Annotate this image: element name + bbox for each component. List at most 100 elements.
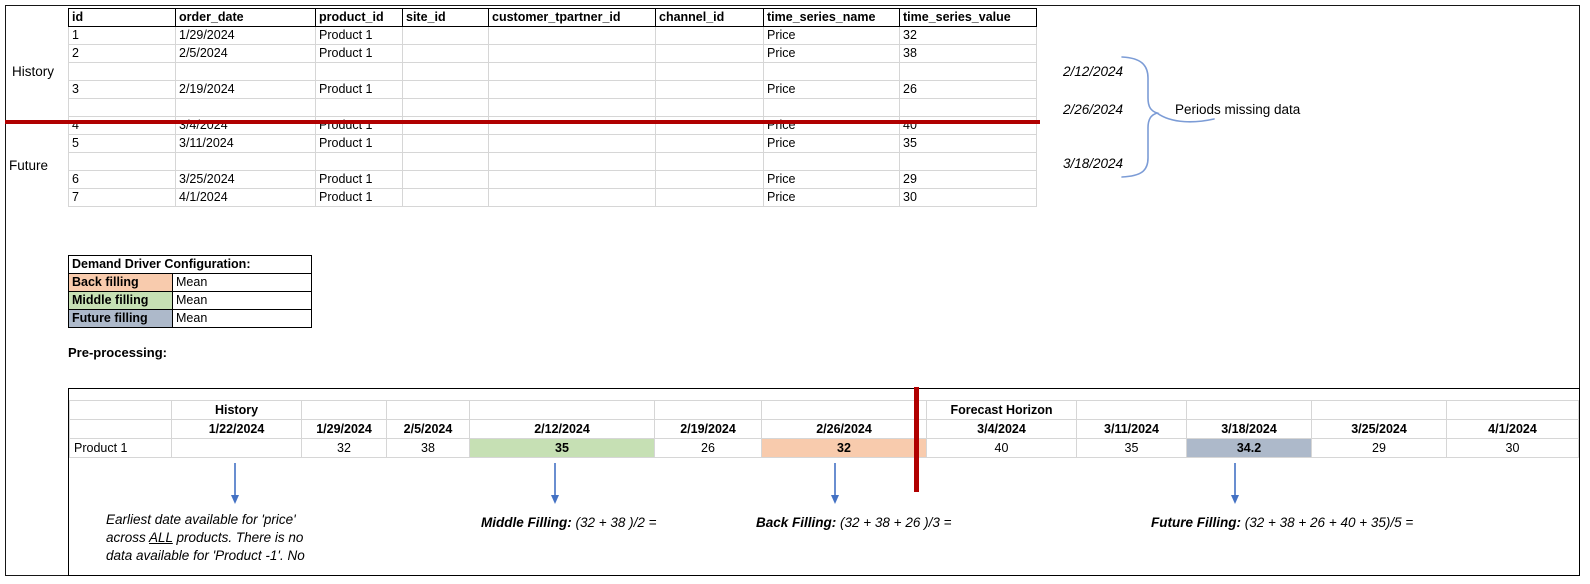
middle-filling-note: Middle Filling: (32 + 38 )/2 =: [481, 515, 657, 530]
config-title-row: Demand Driver Configuration:: [68, 255, 312, 274]
config-row: Middle filling Mean: [68, 291, 312, 310]
grid-value: 38: [386, 438, 470, 458]
grid-spacer-cell: [926, 389, 1077, 401]
raw-data-cell: [68, 98, 176, 117]
raw-data-cell: [655, 44, 764, 63]
raw-data-cell: [899, 62, 1037, 81]
missing-date-3: 3/18/2024: [1063, 156, 1124, 171]
grid-values-row: Product 1 32 38 35 26 32 40 35 34.2 29 30: [69, 438, 1579, 458]
grid-group-header: [1076, 400, 1187, 420]
raw-data-cell: [402, 62, 489, 81]
config-fill-method: Mean: [172, 309, 312, 328]
raw-data-cell: Price: [763, 170, 900, 189]
config-fill-label: Back filling: [68, 273, 173, 292]
raw-data-cell: [175, 62, 316, 81]
raw-data-row: [68, 62, 1037, 81]
grid-value-filled: 34.2: [1186, 438, 1312, 458]
raw-data-cell: [655, 188, 764, 207]
raw-data-cell: Price: [763, 80, 900, 99]
grid-value-filled: 35: [469, 438, 655, 458]
raw-data-row: 5 3/11/2024 Product 1 Price 35: [68, 134, 1037, 153]
column-header: order_date: [175, 8, 316, 27]
raw-data-cell: 26: [899, 80, 1037, 99]
grid-dates-row: 1/22/2024 1/29/2024 2/5/2024 2/12/2024 2/19/…: [69, 419, 1579, 439]
raw-data-cell: 4/1/2024: [175, 188, 316, 207]
raw-data-cell: [488, 26, 656, 45]
preprocessing-grid: History Forecast Horizon 1/22/2024 1/29/202…: [69, 389, 1579, 458]
future-filling-note: Future Filling: (32 + 38 + 26 + 40 + 35)…: [1151, 515, 1414, 530]
column-header: time_series_value: [899, 8, 1037, 27]
grid-date-header: 1/22/2024: [171, 419, 302, 439]
raw-data-cell: [315, 152, 403, 171]
grid-group-header: [1446, 400, 1579, 420]
raw-data-cell: 3/25/2024: [175, 170, 316, 189]
grid-date-header: 2/19/2024: [654, 419, 762, 439]
grid-value: [171, 438, 302, 458]
raw-data-cell: [402, 152, 489, 171]
config-row: Back filling Mean: [68, 273, 312, 292]
raw-data-cell: 2/19/2024: [175, 80, 316, 99]
grid-group-header: [386, 400, 470, 420]
raw-data-cell: 5: [68, 134, 176, 153]
config-rows: Back filling Mean Middle filling Mean Future…: [68, 273, 312, 328]
grid-date-header: 1/29/2024: [301, 419, 387, 439]
preprocessing-grid-body: History Forecast Horizon 1/22/2024 1/29/202…: [69, 389, 1579, 458]
missing-date-1: 2/12/2024: [1063, 64, 1124, 79]
raw-data-cell: [899, 98, 1037, 117]
earliest-date-note: Earliest date available for 'price' acro…: [106, 511, 305, 565]
raw-data-cell: [488, 170, 656, 189]
config-fill-label: Middle filling: [68, 291, 173, 310]
grid-spacer-cell: [761, 389, 927, 401]
grid-spacer-cell: [1311, 389, 1447, 401]
grid-group-header: [761, 400, 927, 420]
grid-group-header: History: [171, 400, 302, 420]
grid-date-header: 2/26/2024: [761, 419, 927, 439]
history-future-divider-line: [5, 120, 1040, 124]
grid-group-header: [1311, 400, 1447, 420]
raw-data-cell: [655, 152, 764, 171]
raw-data-cell: [899, 152, 1037, 171]
config-row: Future filling Mean: [68, 309, 312, 328]
raw-data-cell: [402, 44, 489, 63]
column-header: site_id: [402, 8, 489, 27]
grid-date-header: 2/12/2024: [469, 419, 655, 439]
periods-missing-data-label: Periods missing data: [1175, 102, 1301, 117]
raw-data-cell: [402, 170, 489, 189]
raw-data-cell: Price: [763, 134, 900, 153]
history-label: History: [12, 64, 55, 79]
grid-group-header: [469, 400, 655, 420]
raw-data-cell: 32: [899, 26, 1037, 45]
column-header: time_series_name: [763, 8, 900, 27]
config-fill-method: Mean: [172, 273, 312, 292]
raw-data-cell: [655, 80, 764, 99]
raw-data-cell: 38: [899, 44, 1037, 63]
raw-data-cell: [402, 98, 489, 117]
raw-data-cell: Product 1: [315, 80, 403, 99]
raw-data-cell: 29: [899, 170, 1037, 189]
raw-data-row: 3 2/19/2024 Product 1 Price 26: [68, 80, 1037, 99]
raw-data-row: 6 3/25/2024 Product 1 Price 29: [68, 170, 1037, 189]
raw-data-cell: Product 1: [315, 188, 403, 207]
grid-value: 40: [926, 438, 1077, 458]
grid-value: 29: [1311, 438, 1447, 458]
grid-value: 30: [1446, 438, 1579, 458]
earliest-note-line2: across ALL products. There is no: [106, 530, 304, 545]
raw-data-cell: [175, 98, 316, 117]
column-header: customer_tpartner_id: [488, 8, 656, 27]
grid-spacer-cell: [1076, 389, 1187, 401]
grid-spacer-row: [70, 389, 1579, 401]
raw-data-cell: Product 1: [315, 44, 403, 63]
raw-header-row: id order_date product_id site_id customer_tp…: [68, 8, 1037, 27]
config-title: Demand Driver Configuration:: [68, 255, 312, 274]
raw-data-cell: [315, 62, 403, 81]
grid-date-header: 2/5/2024: [386, 419, 470, 439]
grid-date-header: 3/11/2024: [1076, 419, 1187, 439]
grid-date-header: 3/18/2024: [1186, 419, 1312, 439]
grid-group-header: [301, 400, 387, 420]
raw-data-cell: [655, 62, 764, 81]
raw-data-table: id order_date product_id site_id customer_tp…: [68, 8, 1037, 207]
raw-data-cell: [488, 62, 656, 81]
raw-data-row: 7 4/1/2024 Product 1 Price 30: [68, 188, 1037, 207]
grid-spacer-cell: [1186, 389, 1312, 401]
